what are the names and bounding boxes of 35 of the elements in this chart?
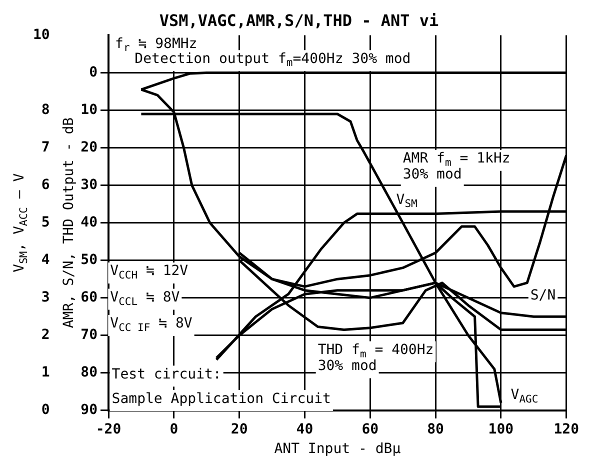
x-tick-label: 20 — [230, 421, 248, 438]
annotation: Test circuit: — [112, 366, 222, 382]
x-tick-label: 120 — [554, 421, 580, 438]
y-tick-label: 10 — [80, 102, 98, 118]
y2-tick-label: 4 — [41, 252, 50, 268]
x-tick-label: 100 — [488, 421, 514, 438]
x-tick-label: 0 — [170, 421, 178, 438]
y2-tick-label: 6 — [41, 176, 50, 193]
y2-tick-label: 2 — [41, 327, 50, 343]
y-tick-label: 60 — [80, 289, 98, 306]
y2-tick-label: 1 — [41, 364, 50, 381]
x-tick-label: 80 — [427, 421, 444, 438]
y-tick-label: 90 — [80, 402, 98, 418]
y-tick-label: 70 — [80, 327, 98, 343]
annotation: S/N — [530, 288, 556, 304]
annotation: Sample Application Circuit — [112, 390, 331, 407]
x-tick-label: 60 — [362, 421, 379, 438]
y-tick-label: 20 — [80, 139, 98, 156]
x-tick-label: -20 — [96, 421, 122, 438]
y2-tick-label: 3 — [41, 289, 50, 306]
y2-tick-label: 0 — [41, 402, 50, 418]
x-tick-label: 40 — [296, 421, 314, 438]
chart-title: VSM,VAGC,AMR,S/N,THD - ANT vi — [159, 10, 440, 30]
y-tick-label: 80 — [80, 364, 98, 381]
y-tick-label: 0 — [89, 64, 98, 80]
y2-tick-label: 8 — [41, 102, 50, 118]
x-axis-title: ANT Input - dBμ — [274, 441, 402, 458]
y2-axis-title: VSM, VACC — V — [12, 172, 30, 272]
y2-tick-label: 5 — [41, 214, 50, 230]
y2-tick-label: 10 — [33, 26, 50, 43]
y-tick-label: 30 — [80, 176, 98, 193]
y-tick-label: 50 — [80, 252, 98, 268]
y-tick-label: 40 — [80, 214, 98, 230]
y-axis-title: AMR, S/N, THD Output - dB — [60, 117, 77, 328]
y2-tick-label: 7 — [41, 139, 50, 156]
